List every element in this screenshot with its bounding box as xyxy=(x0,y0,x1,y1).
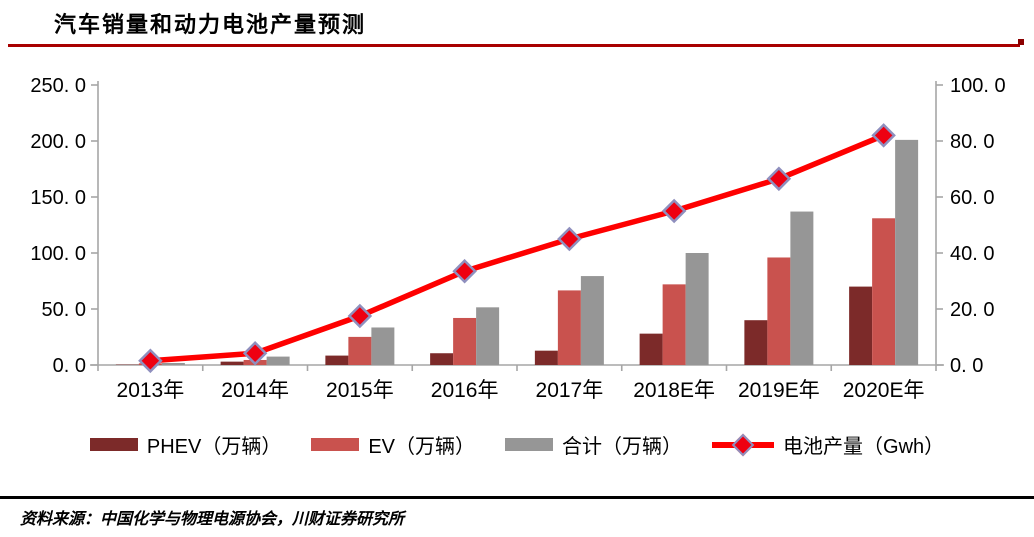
phev-swatch-icon xyxy=(89,438,138,451)
bar-phev xyxy=(430,353,454,365)
x-axis-category-label: 2020E年 xyxy=(843,379,925,402)
left-axis-tick-label: 0. 0 xyxy=(53,355,86,377)
legend-item-phev[interactable]: PHEV（万辆） xyxy=(89,430,282,459)
right-axis-tick-label: 80. 0 xyxy=(950,131,994,153)
x-axis-category-label: 2016年 xyxy=(431,379,499,402)
x-axis-category-label: 2019E年 xyxy=(738,379,820,402)
total-swatch-icon xyxy=(505,438,554,451)
right-axis-tick-label: 20. 0 xyxy=(950,299,994,321)
footer-divider-line xyxy=(0,496,1034,499)
bar-ev xyxy=(348,336,372,365)
ev-swatch-icon xyxy=(311,438,360,451)
right-axis-tick-label: 0. 0 xyxy=(950,355,983,377)
bar-ev xyxy=(767,257,791,365)
bar-total xyxy=(580,276,604,365)
page-title: 汽车销量和动力电池产量预测 xyxy=(54,12,367,37)
left-axis-tick-label: 150. 0 xyxy=(30,187,86,209)
bar-phev xyxy=(639,333,663,365)
x-axis-category-label: 2014年 xyxy=(221,379,289,402)
source-note: 资料来源：中国化学与物理电源协会，川财证券研究所 xyxy=(20,511,405,528)
left-axis-tick-label: 50. 0 xyxy=(42,299,86,321)
diamond-marker xyxy=(661,198,687,224)
diamond-marker xyxy=(242,340,268,366)
left-axis-tick-label: 250. 0 xyxy=(30,75,86,97)
title-divider-end-cap xyxy=(1018,39,1024,45)
bar-total xyxy=(266,356,290,365)
battery-line xyxy=(150,132,885,364)
chart-canvas: 0. 0 50. 0 100. 0 150. 0 200. 0 250. 0 0. 0 20.… xyxy=(30,75,1006,402)
x-axis-category-label: 2017年 xyxy=(536,379,604,402)
legend-item-total[interactable]: 合计（万辆） xyxy=(505,430,682,459)
left-axis-tick-label: 200. 0 xyxy=(30,131,86,153)
bar-phev xyxy=(534,350,558,365)
bar-total xyxy=(371,327,395,365)
legend-label-total: 合计（万辆） xyxy=(562,436,683,458)
bar-ev xyxy=(557,290,581,365)
x-axis-category-label: 2015年 xyxy=(326,379,394,402)
left-axis-tick-label: 100. 0 xyxy=(30,243,86,265)
legend-label-battery: 电池产量（Gwh） xyxy=(783,436,945,458)
right-axis-tick-label: 60. 0 xyxy=(950,187,994,209)
bar-phev xyxy=(744,320,768,365)
bar-total xyxy=(895,139,919,365)
right-axis-tick-label: 40. 0 xyxy=(950,243,994,265)
x-axis-category-label: 2018E年 xyxy=(633,379,715,402)
diamond-marker xyxy=(452,258,477,284)
diamond-marker xyxy=(557,226,582,252)
bar-total xyxy=(685,253,709,365)
bar-total xyxy=(790,211,814,365)
title-divider-line xyxy=(8,44,1020,47)
bar-phev xyxy=(325,355,349,365)
bar-total xyxy=(476,307,500,365)
diamond-marker xyxy=(138,348,163,374)
bar-phev xyxy=(220,361,244,365)
legend-item-ev[interactable]: EV（万辆） xyxy=(311,430,475,459)
diamond-marker xyxy=(347,303,373,329)
bar-ev xyxy=(662,284,686,365)
legend-label-ev: EV（万辆） xyxy=(368,436,476,458)
chart-legend: PHEV（万辆） EV（万辆） 合计（万辆） 电池产量（Gwh） xyxy=(0,430,1034,459)
bar-total xyxy=(161,362,185,365)
battery-line-icon xyxy=(712,433,775,456)
bar-phev xyxy=(849,286,873,365)
legend-item-battery[interactable]: 电池产量（Gwh） xyxy=(712,430,944,459)
diamond-marker xyxy=(766,166,792,192)
bar-ev xyxy=(453,317,477,365)
legend-label-phev: PHEV（万辆） xyxy=(146,436,282,458)
x-axis-category-label: 2013年 xyxy=(117,379,185,402)
diamond-marker xyxy=(871,123,896,148)
right-axis-tick-label: 100. 0 xyxy=(950,75,1006,97)
bar-ev xyxy=(872,218,896,365)
